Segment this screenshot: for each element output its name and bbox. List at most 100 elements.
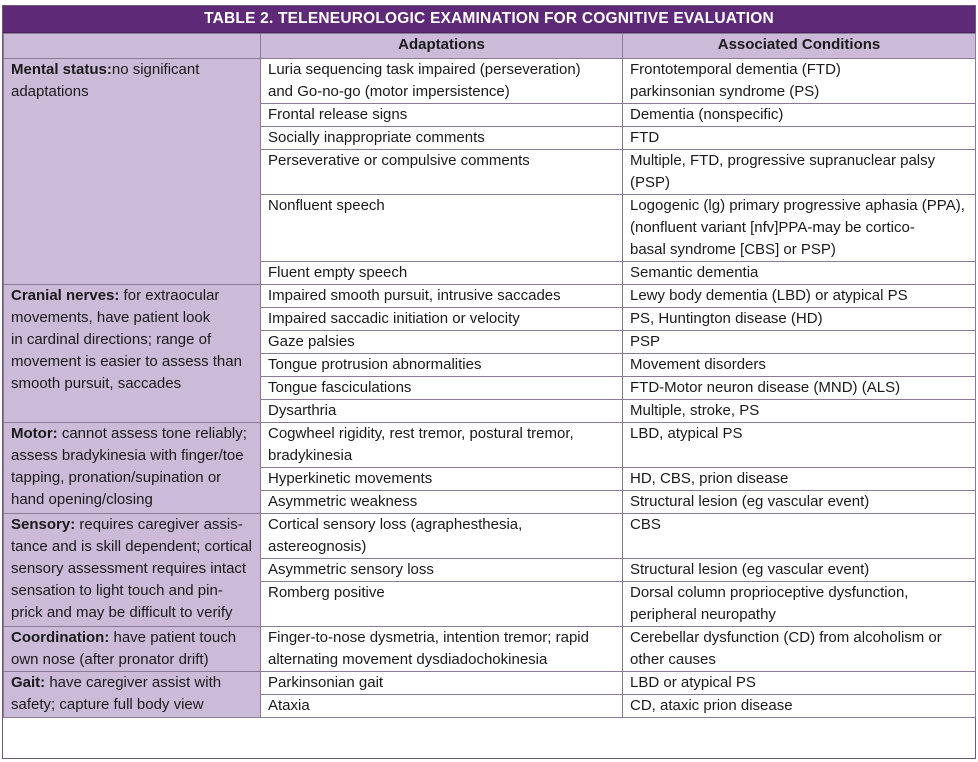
condition-cell: Dementia (nonspecific) [622, 103, 976, 127]
table-row: Dysarthria Multiple, stroke, PS [4, 399, 976, 423]
adaptation-cell: Socially inappropriate comments [260, 126, 623, 150]
condition-text: Multiple, FTD, progressive supranuclear … [630, 152, 936, 191]
header-associated-conditions: Associated Conditions [622, 33, 976, 59]
adaptation-cell: Parkinsonian gait [260, 671, 623, 695]
condition-text: Structural lesion (eg vascular event) [630, 493, 870, 510]
section-description: safety; capture full body view [11, 696, 204, 713]
condition-cell: Movement disorders [622, 353, 976, 377]
condition-text: LBD, atypical PS [630, 425, 743, 442]
adaptation-text: Finger-to-nose dysmetria, intention trem… [268, 629, 589, 646]
adaptation-text: Cortical sensory loss (agraphesthesia, a… [268, 516, 523, 555]
adaptation-cell: Luria sequencing task impaired (persever… [260, 58, 623, 104]
condition-text: basal syndrome [CBS] or PSP) [630, 241, 836, 258]
adaptation-cell: Frontal release signs [260, 103, 623, 127]
table-row: Asymmetric weakness Structural lesion (eg… [4, 490, 976, 514]
section-cell: Gait: have caregiver assist with safety; … [3, 671, 261, 718]
condition-text: Logogenic (lg) primary progressive aphas… [630, 197, 965, 214]
section-description: cannot assess tone reliably; [57, 425, 247, 442]
section-description: own nose (after pronator drift) [11, 651, 209, 668]
condition-cell: Semantic dementia [622, 261, 976, 285]
condition-text: FTD-Motor neuron disease (MND) (ALS) [630, 379, 901, 396]
condition-text: other causes [630, 651, 716, 668]
adaptation-cell: Romberg positive [260, 581, 623, 627]
header-row: Adaptations Associated Conditions [3, 33, 976, 59]
table-row: Sensory: requires caregiver assis-tance … [3, 513, 976, 627]
section-label: Coordination: [11, 629, 110, 646]
table-row: Cranial nerves: for extraocular movements… [3, 284, 976, 423]
adaptation-text: Tongue fasciculations [268, 379, 412, 396]
section-description: smooth pursuit, saccades [11, 375, 182, 392]
condition-cell: Multiple, FTD, progressive supranuclear … [622, 149, 976, 195]
section-label: Mental status: [11, 61, 112, 78]
table-row: Fluent empty speech Semantic dementia [4, 261, 976, 285]
adaptation-text: Impaired smooth pursuit, intrusive sacca… [268, 287, 561, 304]
condition-cell: PS, Huntington disease (HD) [622, 307, 976, 331]
condition-cell: Multiple, stroke, PS [622, 399, 976, 423]
condition-cell: Frontotemporal dementia (FTD) parkinsonia… [622, 58, 976, 104]
adaptation-text: Fluent empty speech [268, 264, 408, 281]
table-row: Impaired saccadic initiation or velocity… [4, 307, 976, 331]
condition-text: Semantic dementia [630, 264, 759, 281]
table-row: Asymmetric sensory loss Structural lesion… [4, 558, 976, 582]
section-cell: Coordination: have patient touch own nose… [3, 626, 261, 672]
condition-text: Dementia (nonspecific) [630, 106, 784, 123]
adaptation-text: Ataxia [268, 697, 310, 714]
adaptation-text: Asymmetric weakness [268, 493, 418, 510]
header-blank [3, 33, 261, 59]
adaptation-text: Asymmetric sensory loss [268, 561, 434, 578]
condition-cell: CBS [622, 513, 976, 559]
adaptation-text: bradykinesia [268, 447, 353, 464]
section-label: Cranial nerves: [11, 287, 120, 304]
condition-cell: LBD or atypical PS [622, 671, 976, 695]
adaptation-cell: Cogwheel rigidity, rest tremor, postural… [260, 422, 623, 468]
section-description: for extraocular [119, 287, 220, 304]
section-description: in cardinal directions; range of [11, 331, 212, 348]
condition-text: Frontotemporal dementia (FTD) [630, 61, 841, 78]
adaptation-text: Perseverative or compulsive comments [268, 152, 530, 169]
section-label: Gait: [11, 674, 46, 691]
section-description: assess bradykinesia with finger/toe [11, 447, 244, 464]
section-cell: Cranial nerves: for extraocular movements… [3, 284, 261, 423]
adaptation-cell: Hyperkinetic movements [260, 467, 623, 491]
adaptation-cell: Perseverative or compulsive comments [260, 149, 623, 195]
adaptation-cell: Fluent empty speech [260, 261, 623, 285]
table-row: Hyperkinetic movements HD, CBS, prion dis… [4, 467, 976, 491]
adaptation-cell: Asymmetric weakness [260, 490, 623, 514]
condition-cell: CD, ataxic prion disease [622, 694, 976, 718]
table-row: Nonfluent speech Logogenic (lg) primary p… [4, 194, 976, 262]
condition-cell: HD, CBS, prion disease [622, 467, 976, 491]
adaptation-text: Luria sequencing task impaired (persever… [268, 61, 581, 78]
table-title: TABLE 2. TELENEUROLOGIC EXAMINATION FOR … [3, 6, 975, 33]
table-row: Ataxia CD, ataxic prion disease [4, 694, 976, 718]
adaptation-text: Nonfluent speech [268, 197, 385, 214]
condition-cell: PSP [622, 330, 976, 354]
adaptation-cell: Impaired saccadic initiation or velocity [260, 307, 623, 331]
section-cell: Sensory: requires caregiver assis-tance … [3, 513, 261, 627]
adaptation-text: Parkinsonian gait [268, 674, 384, 691]
condition-text: Structural lesion (eg vascular event) [630, 561, 870, 578]
section-description: have patient touch [109, 629, 237, 646]
condition-text: CD, ataxic prion disease [630, 697, 793, 714]
adaptation-cell: Tongue protrusion abnormalities [260, 353, 623, 377]
adaptation-cell: Dysarthria [260, 399, 623, 423]
condition-text: Lewy body dementia (LBD) or atypical PS [630, 287, 908, 304]
adaptation-text: Cogwheel rigidity, rest tremor, postural… [268, 425, 574, 442]
condition-cell: Lewy body dementia (LBD) or atypical PS [622, 284, 976, 308]
table-row: Gaze palsies PSP [4, 330, 976, 354]
section-description: tapping, pronation/supination or [11, 469, 222, 486]
adaptation-text: Gaze palsies [268, 333, 355, 350]
condition-cell: Dorsal column proprioceptive dysfunction… [622, 581, 976, 627]
adaptation-cell: Gaze palsies [260, 330, 623, 354]
condition-cell: FTD [622, 126, 976, 150]
condition-text: LBD or atypical PS [630, 674, 756, 691]
condition-text: FTD [630, 129, 660, 146]
table-row: Motor: cannot assess tone reliably; asses… [3, 422, 976, 514]
section-cell: Mental status:no significant adaptations [3, 58, 261, 285]
adaptation-cell: Impaired smooth pursuit, intrusive sacca… [260, 284, 623, 308]
adaptation-text: Romberg positive [268, 584, 385, 601]
section-description: prick and may be difficult to verify [11, 604, 233, 621]
condition-cell: LBD, atypical PS [622, 422, 976, 468]
section-description: sensory assessment requires intact [11, 560, 247, 577]
table-row: Coordination: have patient touch own nose… [3, 626, 976, 672]
condition-text: (nonfluent variant [nfv]PPA-may be corti… [630, 219, 915, 236]
